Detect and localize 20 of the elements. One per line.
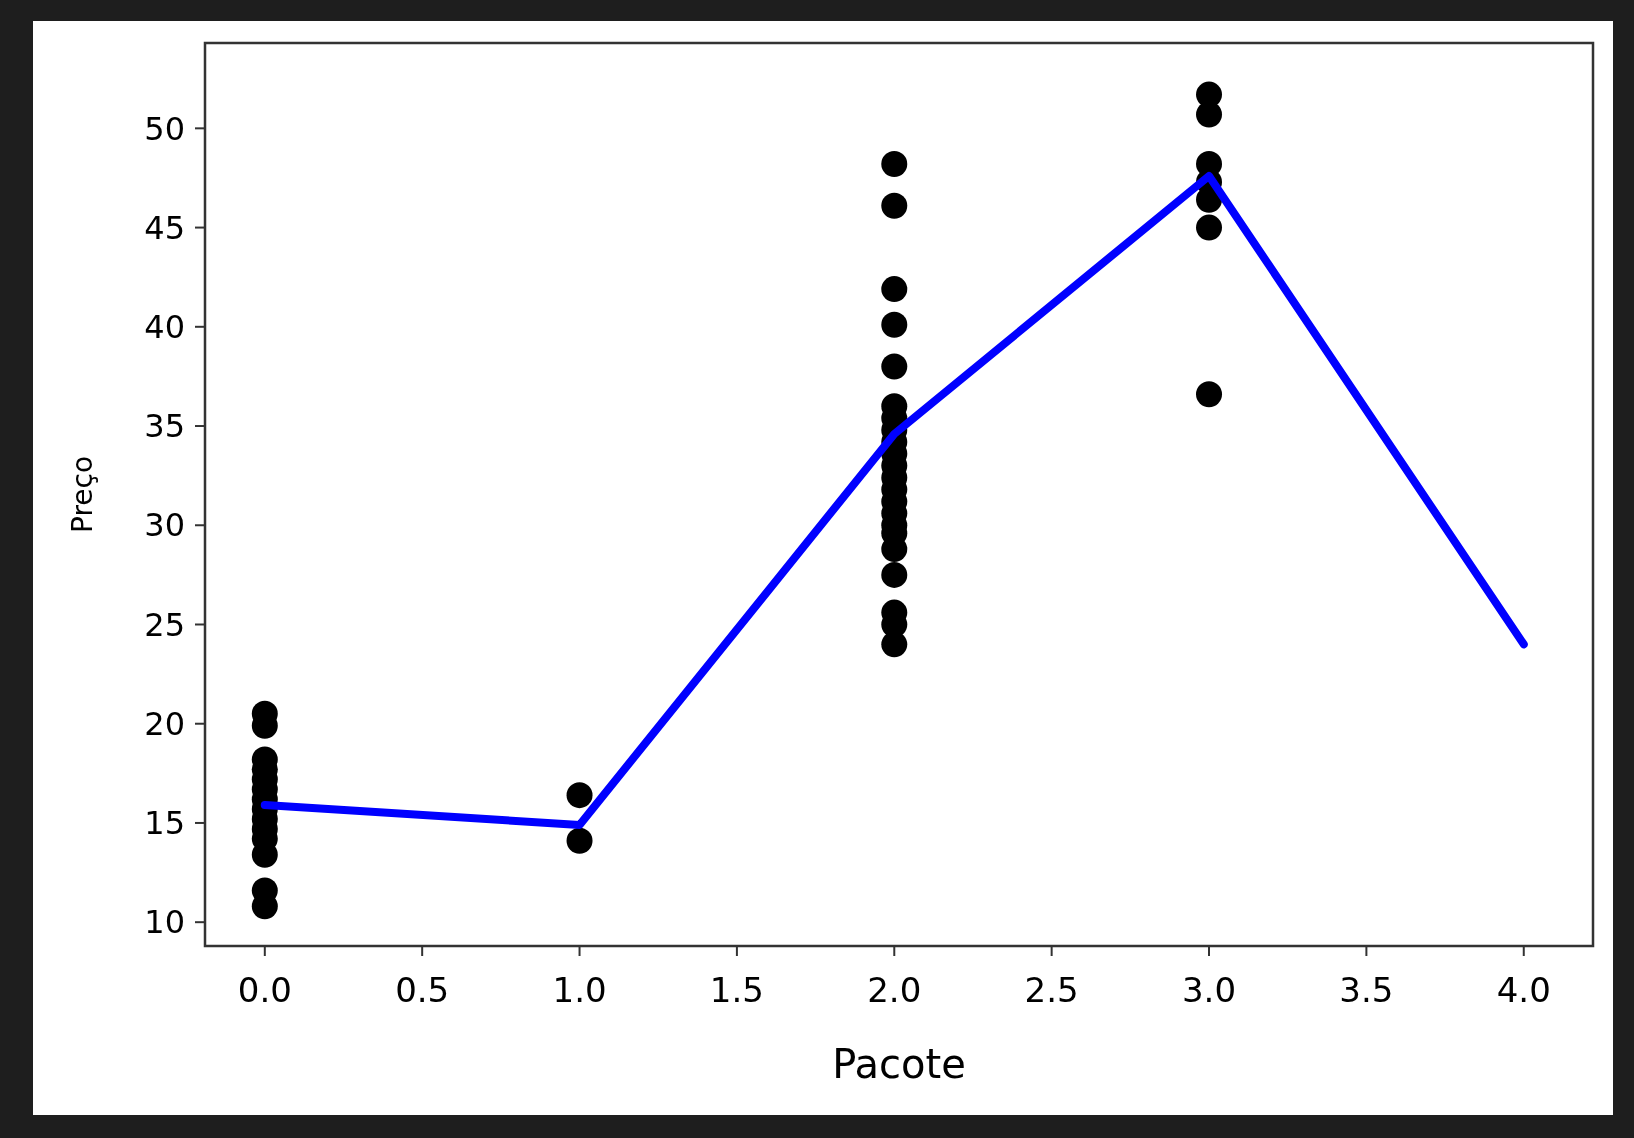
y-tick-label: 10 xyxy=(144,903,185,942)
x-tick-label: 1.0 xyxy=(552,970,607,1010)
y-tick-label: 40 xyxy=(144,308,185,346)
x-tick-label: 1.5 xyxy=(709,970,764,1010)
x-tick-label: 2.0 xyxy=(867,970,922,1010)
x-tick-label: 0.0 xyxy=(237,970,292,1010)
y-tick-label: 25 xyxy=(144,605,185,644)
x-axis-title: Pacote xyxy=(832,1041,966,1087)
y-tick-label: 20 xyxy=(144,704,185,743)
y-tick-label: 30 xyxy=(144,506,185,545)
x-tick-label: 2.5 xyxy=(1024,970,1079,1010)
x-tick-label: 0.5 xyxy=(395,970,450,1010)
y-tick-label: 15 xyxy=(144,804,185,843)
y-axis-title: Preço xyxy=(65,455,99,534)
x-tick-label: 3.0 xyxy=(1181,970,1237,1010)
y-tick-label: 50 xyxy=(144,109,185,148)
x-tick-label: 3.5 xyxy=(1339,970,1394,1010)
x-tick-label: 4.0 xyxy=(1496,970,1551,1010)
y-tick-label: 35 xyxy=(144,407,185,446)
y-tick-label: 45 xyxy=(144,208,185,247)
